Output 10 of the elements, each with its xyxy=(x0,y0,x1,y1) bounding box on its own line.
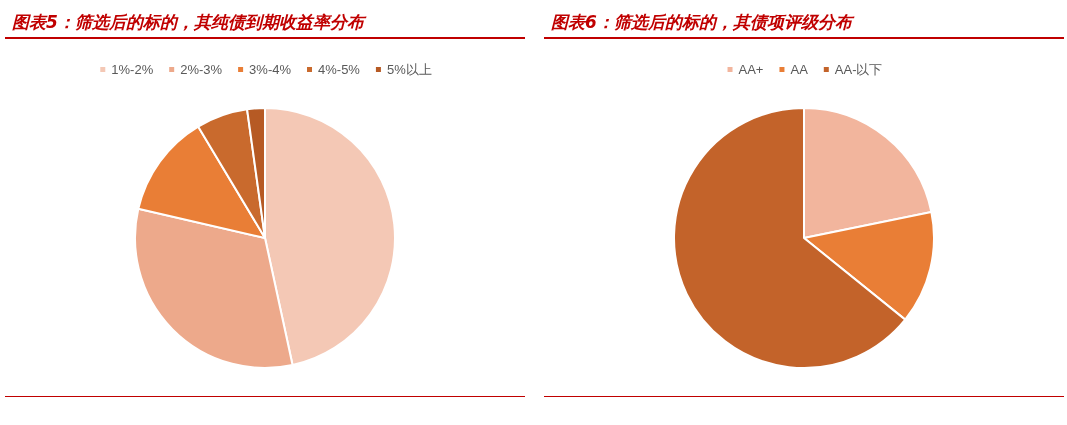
legend-label: 3%-4% xyxy=(249,62,292,77)
legend-label: 1%-2% xyxy=(111,62,154,77)
chart-title: 图表5：筛选后的标的，其纯债到期收益率分布 xyxy=(12,11,367,32)
legend-label: AA+ xyxy=(738,62,764,77)
chart-title: 图表6：筛选后的标的，其债项评级分布 xyxy=(551,11,855,32)
legend-label: 5%以上 xyxy=(386,62,432,77)
legend-label: AA-以下 xyxy=(834,62,883,77)
legend-label: 4%-5% xyxy=(318,62,361,77)
legend-label: AA xyxy=(790,62,809,77)
legend-label: 2%-3% xyxy=(180,62,223,77)
